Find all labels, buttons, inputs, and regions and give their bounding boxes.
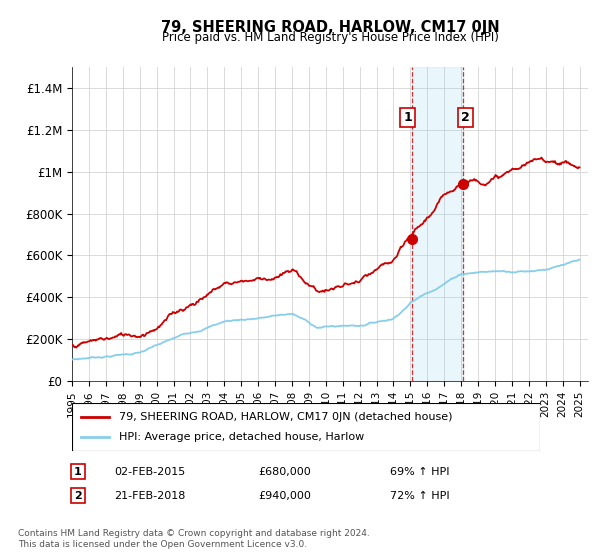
Text: 2: 2 — [74, 491, 82, 501]
Bar — [412, 67, 463, 381]
Text: 79, SHEERING ROAD, HARLOW, CM17 0JN: 79, SHEERING ROAD, HARLOW, CM17 0JN — [161, 20, 499, 35]
Text: £680,000: £680,000 — [258, 466, 311, 477]
Text: 02-FEB-2015: 02-FEB-2015 — [114, 466, 185, 477]
Text: HPI: Average price, detached house, Harlow: HPI: Average price, detached house, Harl… — [119, 432, 364, 442]
Text: 1: 1 — [403, 111, 412, 124]
Text: Price paid vs. HM Land Registry's House Price Index (HPI): Price paid vs. HM Land Registry's House … — [161, 31, 499, 44]
Text: 69% ↑ HPI: 69% ↑ HPI — [390, 466, 449, 477]
FancyBboxPatch shape — [72, 403, 540, 451]
Text: 2: 2 — [461, 111, 470, 124]
Text: 79, SHEERING ROAD, HARLOW, CM17 0JN (detached house): 79, SHEERING ROAD, HARLOW, CM17 0JN (det… — [119, 412, 452, 422]
Text: 72% ↑ HPI: 72% ↑ HPI — [390, 491, 449, 501]
Text: £940,000: £940,000 — [258, 491, 311, 501]
Text: 21-FEB-2018: 21-FEB-2018 — [114, 491, 185, 501]
Text: 1: 1 — [74, 466, 82, 477]
Text: Contains HM Land Registry data © Crown copyright and database right 2024.
This d: Contains HM Land Registry data © Crown c… — [18, 529, 370, 549]
